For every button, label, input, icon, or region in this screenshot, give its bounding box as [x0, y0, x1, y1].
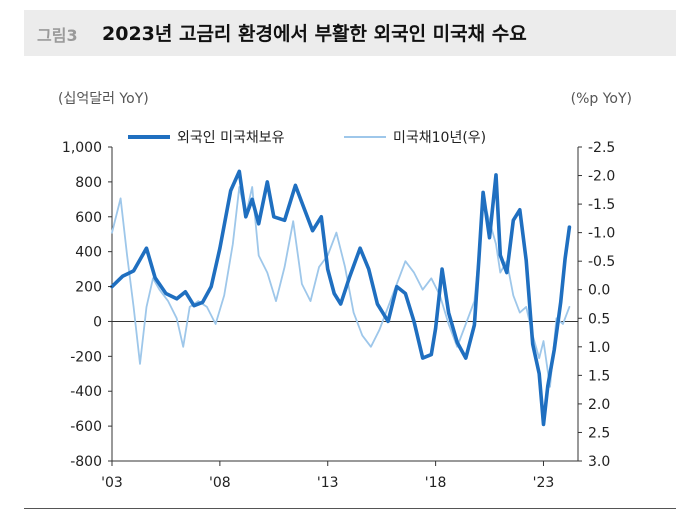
right-tick-label: 1.0	[588, 340, 610, 356]
right-tick-label: 3.0	[588, 454, 610, 470]
right-tick-label: 1.5	[588, 368, 610, 384]
right-tick-label: -1.0	[588, 226, 615, 242]
series-line-foreign-holdings	[110, 169, 572, 427]
right-tick-label: -2.0	[588, 169, 615, 185]
left-tick-label: 0	[93, 314, 102, 330]
right-tick-label: 2.0	[588, 397, 610, 413]
left-tick-label: 600	[75, 210, 102, 226]
figure-label: 그림3	[37, 26, 78, 45]
right-tick-label: 0.0	[588, 283, 610, 299]
right-tick-label: -0.5	[588, 254, 615, 270]
figure-title: 2023년 고금리 환경에서 부활한 외국인 미국채 수요	[102, 23, 527, 45]
x-tick-label: '18	[425, 475, 447, 491]
legend-label-holdings: 외국인 미국채보유	[177, 130, 285, 146]
legend: 외국인 미국채보유 미국채10년(우)	[128, 130, 486, 146]
left-tick-label: 1,000	[62, 140, 102, 156]
right-axis-unit: (%p YoY)	[571, 91, 632, 107]
right-tick-label: -2.5	[588, 140, 615, 156]
left-tick-label: -600	[70, 419, 102, 435]
x-tick-label: '08	[209, 475, 231, 491]
x-tick-label: '03	[101, 475, 123, 491]
x-tick-label: '13	[317, 475, 339, 491]
left-tick-label: -400	[70, 384, 102, 400]
right-tick-label: 0.5	[588, 311, 610, 327]
left-tick-label: -800	[70, 454, 102, 470]
x-tick-label: '23	[533, 475, 555, 491]
left-tick-label: 400	[75, 245, 102, 261]
left-tick-label: 200	[75, 280, 102, 296]
left-axis-unit: (십억달러 YoY)	[58, 91, 149, 107]
series-line-ust10y-yield	[111, 186, 571, 388]
legend-label-yield: 미국채10년(우)	[393, 130, 486, 146]
right-tick-label: -1.5	[588, 197, 615, 213]
right-tick-label: 2.5	[588, 425, 610, 441]
title-bar: 그림3 2023년 고금리 환경에서 부활한 외국인 미국채 수요	[24, 10, 676, 56]
left-tick-label: 800	[75, 175, 102, 191]
bottom-rule	[24, 508, 676, 509]
left-tick-label: -200	[70, 349, 102, 365]
